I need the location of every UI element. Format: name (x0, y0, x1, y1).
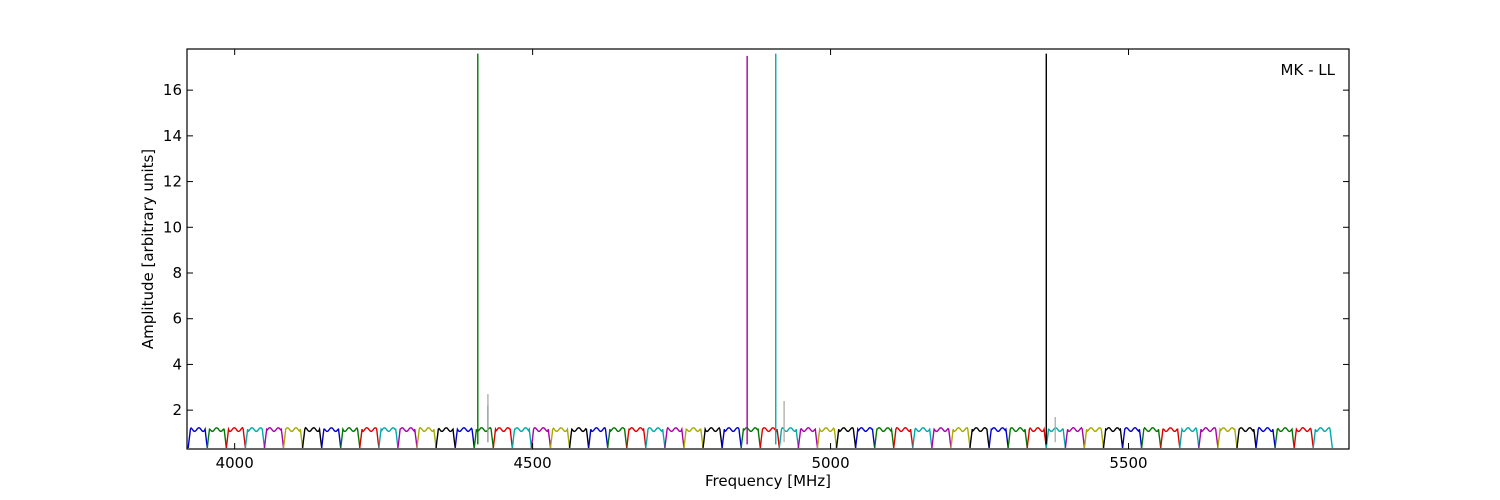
y-tick-label: 12 (163, 173, 182, 191)
channel-line (950, 426, 971, 448)
channel-line (397, 427, 418, 448)
channel-line (1236, 427, 1257, 448)
spike-lines (477, 53, 1056, 445)
channel-line (1064, 426, 1086, 448)
channel-line (187, 426, 208, 448)
channel-line (1198, 427, 1219, 448)
channel-line (340, 426, 361, 448)
channel-line (206, 427, 227, 448)
x-axis: 4000 4500 5000 5500 (216, 49, 1148, 472)
y-tick-label: 6 (172, 310, 182, 328)
channel-line (969, 426, 990, 448)
channel-line (1007, 427, 1028, 448)
x-axis-label: Frequency [MHz] (705, 472, 831, 490)
channel-line (530, 426, 552, 448)
channel-line (1140, 426, 1162, 448)
channel-line (683, 426, 704, 448)
plot-lines (187, 426, 1333, 448)
channel-line (607, 427, 628, 448)
y-tick-label: 16 (163, 81, 182, 99)
channel-line (549, 426, 571, 448)
channel-line (721, 426, 742, 448)
channel-line (1160, 427, 1181, 448)
channel-line (321, 427, 342, 448)
channel-line (1026, 426, 1047, 448)
channel-line (568, 427, 590, 448)
y-axis-label: Amplitude [arbitrary units] (139, 149, 157, 349)
channel-line (931, 427, 952, 448)
channel-line (359, 427, 380, 448)
channel-line (587, 426, 609, 448)
channel-line (778, 426, 800, 448)
channel-line (1121, 426, 1143, 448)
channel-line (626, 426, 647, 448)
channel-line (473, 426, 494, 448)
channel-line (1255, 426, 1276, 448)
channel-line (416, 426, 437, 448)
channel-line (835, 427, 857, 448)
channel-line (702, 426, 723, 448)
channel-line (263, 426, 285, 448)
channel-line (301, 426, 323, 448)
channel-line (874, 426, 895, 448)
y-tick-label: 2 (172, 401, 182, 419)
y-tick-label: 8 (172, 264, 182, 282)
channel-line (759, 427, 780, 448)
channel-line (664, 426, 685, 448)
baseline-annotation: MK - LL (1281, 61, 1336, 79)
x-tick-label: 4000 (216, 454, 254, 472)
channel-line (435, 427, 456, 448)
channel-line (1179, 426, 1200, 448)
channel-line (1102, 426, 1124, 448)
channel-line (854, 426, 876, 448)
y-tick-label: 14 (163, 127, 182, 145)
channel-line (912, 426, 933, 448)
channel-line (282, 426, 304, 448)
channel-line (1083, 426, 1105, 448)
channel-line (225, 426, 247, 448)
y-tick-label: 4 (172, 355, 182, 373)
channel-line (740, 426, 761, 448)
channel-line (244, 426, 266, 448)
plot-frame (186, 48, 1350, 450)
channel-line (1312, 426, 1333, 448)
channel-line (454, 426, 475, 448)
channel-line (893, 426, 914, 448)
channel-line (797, 427, 819, 448)
channel-line (511, 426, 533, 448)
y-axis: 2 4 6 8 10 12 14 16 (163, 81, 1349, 419)
channel-line (492, 426, 514, 448)
x-tick-label: 5500 (1109, 454, 1147, 472)
channel-line (378, 427, 399, 448)
channel-line (645, 426, 666, 448)
x-tick-label: 4500 (514, 454, 552, 472)
x-tick-label: 5000 (811, 454, 849, 472)
channel-line (816, 426, 838, 448)
channel-line (1217, 427, 1238, 448)
channel-line (1274, 427, 1295, 448)
channel-line (1293, 426, 1314, 448)
y-tick-label: 10 (163, 218, 182, 236)
channel-line (988, 427, 1009, 448)
